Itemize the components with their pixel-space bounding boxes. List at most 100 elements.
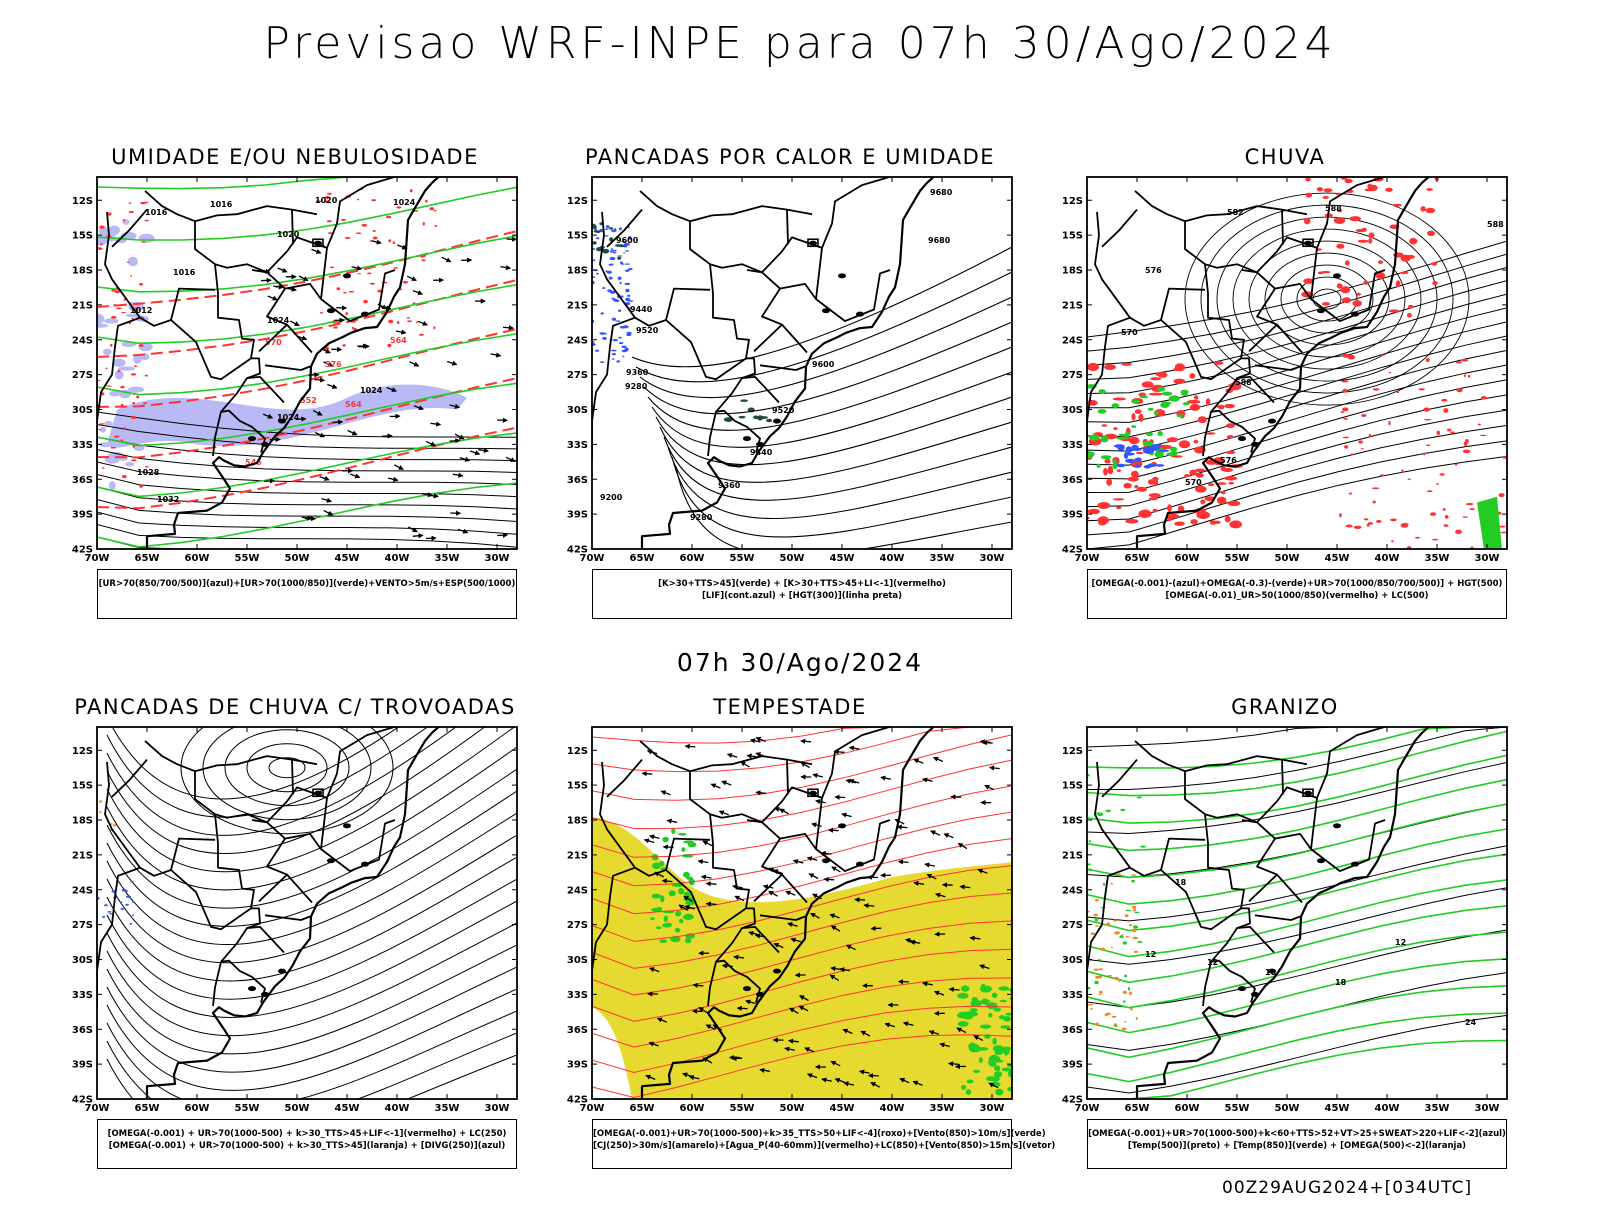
lat-label: 36S: [72, 1025, 93, 1036]
strong-wind-patch: [961, 1085, 966, 1090]
wind-vector: [980, 741, 990, 742]
temp850-patch: [1140, 846, 1146, 848]
wind-vector: [899, 862, 909, 863]
lon-label: 65W: [630, 553, 655, 564]
lat-label: 27S: [567, 370, 588, 381]
rain-patch: [1409, 238, 1417, 245]
rain-patch: [1436, 483, 1439, 485]
contour-label: 24: [1465, 1018, 1477, 1027]
green-contour: [97, 483, 517, 547]
lat-label: 27S: [72, 370, 93, 381]
lon-label: 55W: [1225, 553, 1250, 564]
strong-wind-patch: [966, 1089, 971, 1095]
lon-label: 60W: [1175, 1103, 1200, 1114]
lat-label: 15S: [72, 781, 93, 792]
lake-mark: [278, 969, 286, 974]
legend-line: [OMEGA(-0.01)_UR>50(1000/850)(vermelho) …: [1088, 590, 1506, 602]
lif-patch: [611, 350, 617, 352]
lat-label: 27S: [1062, 370, 1083, 381]
rain-patch: [138, 344, 143, 347]
omega-patch: [1152, 444, 1162, 447]
lake-mark: [838, 273, 846, 278]
wind-vector: [711, 784, 720, 788]
omega500-patch: [1133, 937, 1138, 940]
lat-label: 21S: [72, 300, 93, 311]
omega-patch: [1147, 463, 1155, 467]
temp850-patch: [1106, 810, 1112, 813]
lon-label: 65W: [135, 1103, 160, 1114]
divergence-patch: [122, 889, 126, 892]
rain-patch: [1102, 424, 1108, 427]
border-line: [747, 270, 782, 325]
lif-patch: [610, 264, 614, 265]
strong-wind-patch: [1005, 1013, 1012, 1016]
streamline: [247, 744, 327, 792]
rain-patch: [1419, 388, 1425, 390]
wind-vector: [413, 535, 423, 536]
rain-patch: [130, 275, 132, 276]
temp850-patch: [1089, 840, 1092, 842]
lif-patch: [606, 225, 610, 228]
rain-patch: [429, 207, 434, 210]
strong-wind-patch: [964, 1014, 973, 1019]
wind-vector: [780, 809, 789, 814]
instability-patch: [766, 419, 772, 423]
omega500-patch: [1129, 991, 1132, 995]
omega-patch: [1135, 458, 1142, 462]
streamline: [107, 835, 517, 963]
rain-patch: [1228, 501, 1241, 506]
lat-label: 15S: [72, 231, 93, 242]
lif-patch: [619, 342, 623, 344]
lat-label: 24S: [1062, 335, 1083, 346]
lon-label: 40W: [1375, 1103, 1400, 1114]
strong-wind-patch: [981, 984, 985, 989]
rain-patch: [1457, 389, 1463, 393]
strong-wind-patch: [683, 872, 690, 878]
lake-mark: [1333, 273, 1341, 278]
rain-patch: [1334, 217, 1345, 224]
rain-patch: [1378, 260, 1383, 264]
strong-wind-patch: [1007, 1064, 1014, 1067]
height-contour: [1233, 229, 1421, 369]
rain-patch: [1195, 469, 1205, 473]
contour-label: 12: [1395, 938, 1406, 947]
lon-label: 30W: [1475, 1103, 1500, 1114]
rain-patch: [1318, 272, 1323, 275]
lake-mark: [248, 986, 256, 991]
lif-patch: [618, 337, 621, 339]
legend-box: [OMEGA(-0.001)+UR>70(1000-500)+k>35_TTS>…: [592, 1119, 1012, 1169]
lake-mark: [856, 312, 864, 317]
rain-patch: [1381, 354, 1385, 356]
strong-wind-patch: [995, 1089, 1003, 1096]
wind-vector: [703, 841, 712, 846]
lon-label: 45W: [1325, 553, 1350, 564]
political-boundaries: [1072, 148, 1439, 550]
wind-vector: [470, 451, 480, 454]
lat-label: 15S: [1062, 781, 1083, 792]
lat-label: 39S: [72, 1060, 93, 1071]
rain-patch: [1184, 474, 1190, 477]
border-line: [1282, 760, 1283, 795]
lif-patch: [613, 252, 617, 254]
strong-wind-patch: [973, 1070, 980, 1073]
rain-patch: [111, 316, 117, 319]
temp850-patch: [1103, 883, 1105, 886]
lake-mark: [1317, 858, 1325, 863]
rain-patch: [1097, 502, 1110, 509]
border-line: [690, 206, 812, 221]
wind-vector: [801, 741, 811, 742]
legend-line: [OMEGA(-0.001) + UR>70(1000-500) + k>30_…: [98, 1140, 516, 1152]
lif-patch: [621, 346, 627, 348]
humidity-patch: [139, 234, 155, 243]
omega-patch: [1170, 447, 1177, 452]
lat-label: 36S: [567, 475, 588, 486]
streamline: [107, 695, 517, 817]
lake-mark: [1304, 791, 1312, 796]
omega500-patch: [1106, 1013, 1111, 1016]
lif-patch: [618, 277, 622, 280]
rain-patch: [1368, 238, 1372, 243]
rain-patch: [1407, 313, 1412, 318]
rain-patch: [1450, 431, 1455, 433]
